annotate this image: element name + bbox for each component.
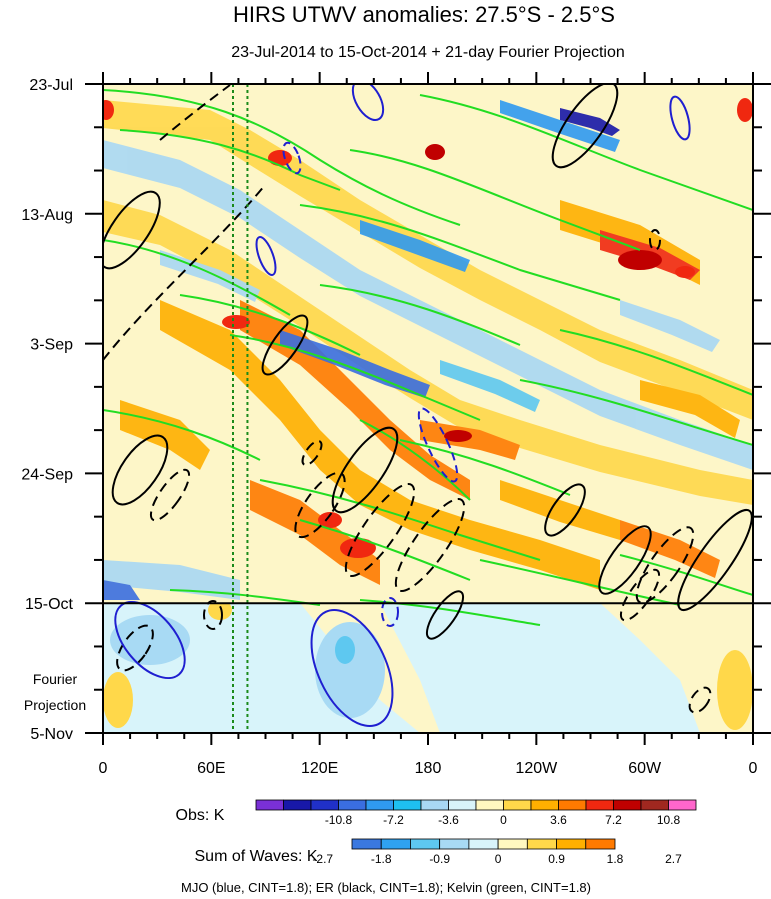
colorbar-tick-label: 1.8: [607, 852, 624, 866]
projection-label-line2: Projection: [24, 697, 86, 713]
y-tick-label: 5-Nov: [30, 726, 73, 743]
colorbar-tick-label: -7.2: [383, 813, 404, 827]
colorbar-swatch: [393, 799, 422, 811]
colorbar-swatch: [365, 799, 394, 811]
x-tick-label: 120W: [515, 760, 558, 777]
mjo-contours: [114, 84, 691, 727]
y-tick-label: 3-Sep: [30, 337, 73, 354]
x-axis: 0 60E 120E 180 120W 60W 0: [99, 72, 758, 777]
obs-colorbar: -10.8 -7.2 -3.6 0 3.6 7.2 10.8: [255, 799, 697, 827]
x-tick-label: 60W: [628, 760, 662, 777]
reference-lines: [232, 84, 249, 733]
colorbar-swatch: [585, 838, 616, 850]
y-tick-label: 13-Aug: [21, 207, 73, 224]
contour-legend: MJO (blue, CINT=1.8); ER (black, CINT=1.…: [181, 880, 591, 895]
colorbar-swatch: [410, 838, 441, 850]
colorbar-swatch: [668, 799, 697, 811]
colorbar-tick-label: 0.9: [548, 852, 565, 866]
x-tick-label: 60E: [197, 760, 225, 777]
colorbar-swatch: [503, 799, 532, 811]
y-tick-label: 23-Jul: [29, 77, 73, 94]
colorbar-swatch: [613, 799, 642, 811]
colorbar-swatch: [283, 799, 312, 811]
wave-contours: [103, 84, 753, 727]
y-axis: 23-Jul 13-Aug 3-Sep 24-Sep 15-Oct 5-Nov: [21, 77, 771, 743]
colorbar-swatch: [310, 799, 339, 811]
colorbar-swatch: [380, 838, 411, 850]
x-tick-label: 0: [749, 760, 758, 777]
colorbar-tick-label: 0: [495, 852, 502, 866]
x-tick-label: 120E: [301, 760, 338, 777]
projection-label-line1: Fourier: [33, 671, 78, 687]
colorbar-tick-label: 0: [500, 813, 507, 827]
obs-colorbar-label: Obs: K: [176, 807, 225, 824]
colorbar-tick-label: 2.7: [665, 852, 682, 866]
colorbar-swatch: [420, 799, 449, 811]
colorbar-swatch: [255, 799, 284, 811]
colorbar-tick-label: 10.8: [657, 813, 681, 827]
y-tick-label: 24-Sep: [21, 466, 73, 483]
colorbar-swatch: [468, 838, 499, 850]
chart-title: HIRS UTWV anomalies: 27.5°S - 2.5°S: [233, 2, 615, 27]
colorbar-tick-label: -3.6: [438, 813, 459, 827]
colorbar-swatch: [351, 838, 382, 850]
colorbar-swatch: [585, 799, 614, 811]
colorbar-swatch: [558, 799, 587, 811]
colorbar-swatch: [448, 799, 477, 811]
colorbar-tick-label: -0.9: [429, 852, 450, 866]
colorbar-tick-label: 7.2: [605, 813, 622, 827]
x-tick-label: 0: [99, 760, 108, 777]
obs-anomaly-field: [103, 84, 753, 603]
colorbar-swatch: [475, 799, 504, 811]
colorbar-swatch: [556, 838, 587, 850]
waves-colorbar-label: Sum of Waves: K: [195, 848, 318, 865]
colorbar-swatch: [530, 799, 559, 811]
colorbar-tick-label: 3.6: [550, 813, 567, 827]
waves-colorbar: -2.7 -1.8 -0.9 0 0.9 1.8 2.7: [312, 838, 682, 866]
fourier-projection-field: [103, 603, 753, 733]
colorbar-swatch: [439, 838, 470, 850]
y-tick-label: 15-Oct: [25, 596, 74, 613]
colorbar-tick-label: -10.8: [325, 813, 353, 827]
colorbar-tick-label: -2.7: [312, 852, 333, 866]
chart-subtitle: 23-Jul-2014 to 15-Oct-2014 + 21-day Four…: [231, 44, 625, 61]
x-tick-label: 180: [415, 760, 442, 777]
colorbar-swatch: [338, 799, 367, 811]
colorbar-swatch: [497, 838, 528, 850]
colorbar-tick-label: -1.8: [371, 852, 392, 866]
colorbar-swatch: [640, 799, 669, 811]
colorbar-swatch: [526, 838, 557, 850]
